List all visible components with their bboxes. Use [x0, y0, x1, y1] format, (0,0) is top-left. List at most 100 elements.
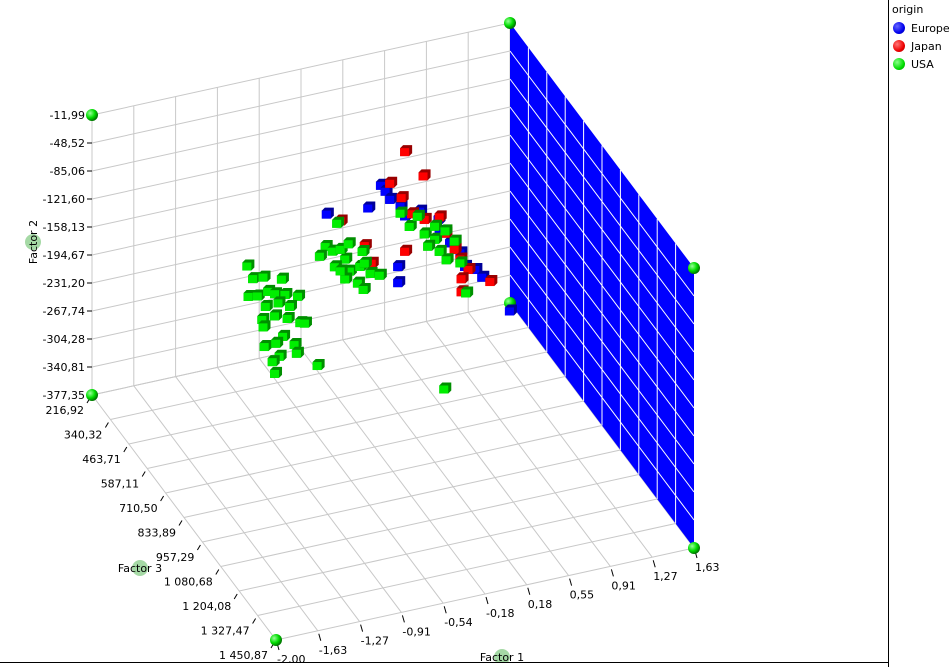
factor2-tick-label: -231,20 [43, 277, 85, 290]
factor3-tick [141, 471, 146, 477]
factor2-axis-title: Factor 2 [27, 220, 40, 264]
plot-bottom-border [0, 662, 888, 663]
factor2-tick-label: -158,13 [43, 221, 85, 234]
factor2-tick-label: -304,28 [43, 333, 85, 346]
data-point-europe[interactable] [393, 260, 406, 272]
data-point-japan[interactable] [400, 145, 413, 157]
usa-marker-icon [893, 58, 905, 70]
data-point-usa[interactable] [258, 270, 271, 282]
data-point-usa[interactable] [395, 206, 408, 218]
data-point-europe[interactable] [321, 207, 334, 219]
factor3-tick [123, 446, 128, 453]
data-point-europe[interactable] [393, 276, 406, 288]
data-point-usa[interactable] [357, 244, 370, 256]
data-point-usa[interactable] [258, 320, 271, 332]
data-point-europe[interactable] [504, 304, 517, 316]
factor1-tick-label: -0,91 [402, 625, 430, 638]
data-point-usa[interactable] [291, 346, 304, 358]
plane-gridline [509, 106, 695, 353]
factor2-tick-label: -121,60 [43, 193, 85, 206]
axis-corner-marker [688, 262, 700, 274]
legend-label: Europe [911, 21, 949, 35]
data-point-europe[interactable] [385, 192, 398, 204]
data-point-usa[interactable] [434, 244, 447, 256]
factor3-tick-label: 216,92 [46, 404, 85, 417]
legend-item-europe[interactable]: Europe [893, 21, 949, 35]
data-point-europe[interactable] [363, 201, 376, 213]
data-point-japan[interactable] [456, 272, 469, 284]
data-point-usa[interactable] [259, 340, 272, 352]
data-point-japan[interactable] [434, 210, 447, 222]
data-point-usa[interactable] [359, 256, 372, 268]
legend-title: origin [892, 3, 924, 16]
data-point-usa[interactable] [412, 209, 425, 221]
data-point-japan[interactable] [449, 243, 462, 255]
data-point-usa[interactable] [461, 286, 474, 298]
data-point-usa[interactable] [332, 216, 345, 228]
data-point-usa[interactable] [449, 234, 462, 246]
back-wall-gridline [91, 22, 511, 116]
data-point-usa[interactable] [280, 287, 293, 299]
data-point-usa[interactable] [293, 289, 306, 301]
data-point-usa[interactable] [267, 355, 280, 367]
legend: origin Europe Japan USA [888, 0, 949, 667]
floor-gridline [467, 311, 653, 558]
data-point-usa[interactable] [430, 219, 443, 231]
data-point-japan[interactable] [485, 275, 498, 287]
floor-gridline [426, 321, 611, 567]
data-point-usa[interactable] [289, 338, 302, 350]
data-point-japan[interactable] [463, 263, 476, 275]
axis-corner-marker [86, 109, 98, 121]
data-point-usa[interactable] [419, 227, 432, 239]
data-point-usa[interactable] [271, 336, 284, 348]
plane-gridline [509, 50, 695, 297]
data-point-usa[interactable] [242, 259, 255, 271]
legend-item-japan[interactable]: Japan [893, 40, 949, 53]
factor1-tick-label: -2,00 [277, 653, 305, 662]
data-point-usa[interactable] [284, 299, 297, 311]
factor3-tick [196, 544, 201, 551]
data-point-usa[interactable] [273, 296, 286, 308]
data-point-usa[interactable] [423, 239, 436, 251]
back-wall-gridline [91, 134, 511, 228]
data-point-usa[interactable] [343, 237, 356, 249]
data-point-usa[interactable] [455, 256, 468, 268]
factor1-tick [569, 578, 573, 586]
data-point-japan[interactable] [396, 191, 409, 203]
data-point-usa[interactable] [270, 287, 283, 299]
data-point-usa[interactable] [374, 268, 387, 280]
data-point-japan[interactable] [418, 169, 431, 181]
factor3-tick [104, 422, 109, 428]
data-point-usa[interactable] [299, 316, 312, 328]
data-point-usa[interactable] [404, 219, 417, 231]
data-point-usa[interactable] [440, 224, 453, 236]
data-point-usa[interactable] [260, 299, 273, 311]
data-point-usa[interactable] [243, 289, 256, 301]
data-point-usa[interactable] [340, 252, 353, 264]
data-point-usa[interactable] [365, 266, 378, 278]
data-point-usa[interactable] [270, 309, 283, 321]
data-point-usa[interactable] [335, 264, 348, 276]
factor2-tick-label: -340,81 [43, 361, 85, 374]
data-point-usa[interactable] [314, 249, 327, 261]
factor3-tick-label: 957,29 [156, 551, 195, 564]
data-point-usa[interactable] [248, 272, 261, 284]
legend-item-usa[interactable]: USA [893, 57, 949, 71]
legend-label: USA [911, 57, 934, 71]
data-point-usa[interactable] [358, 283, 371, 295]
factor1-axis-title: Factor 1 [480, 651, 524, 662]
factor3-tick-label: 340,32 [64, 429, 103, 442]
data-point-usa[interactable] [282, 311, 295, 323]
data-point-usa[interactable] [252, 289, 265, 301]
floor-gridline [220, 474, 639, 567]
factor1-tick-label: 0,55 [570, 589, 595, 602]
data-point-usa[interactable] [439, 382, 452, 394]
scatter-3d-plot[interactable]: -11,99 -48,52 -85,06 -121,60 -158,13 -194,67 -… [0, 0, 888, 662]
data-point-japan[interactable] [400, 244, 413, 256]
data-point-usa[interactable] [441, 253, 454, 265]
data-point-usa[interactable] [276, 272, 289, 284]
data-point-usa[interactable] [312, 359, 325, 371]
data-point-japan[interactable] [385, 176, 398, 188]
factor3-tick [233, 593, 238, 600]
data-point-usa[interactable] [270, 366, 283, 378]
